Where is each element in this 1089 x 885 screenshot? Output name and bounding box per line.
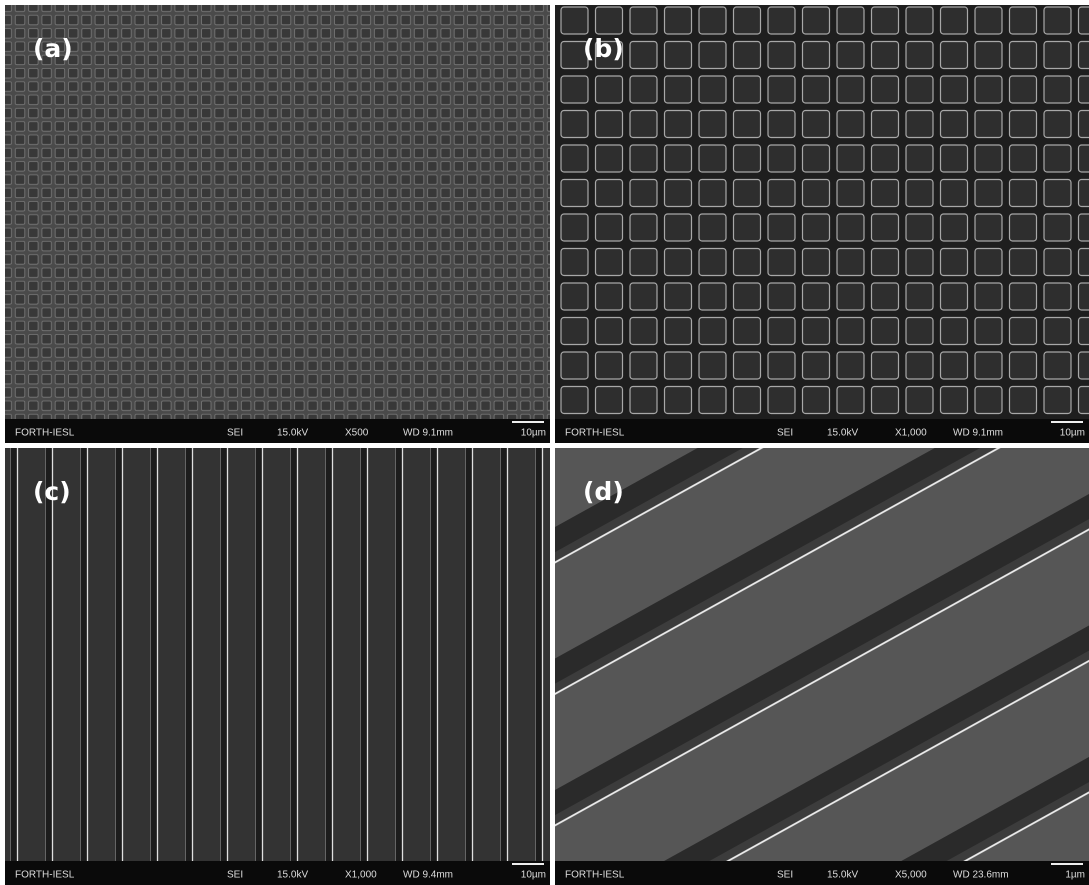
info-mode: SEI [777, 870, 793, 881]
info-lab: FORTH-IESL [15, 870, 75, 881]
sem-image [5, 448, 550, 861]
info-magnification: X1,000 [895, 428, 927, 439]
info-working-distance: WD 9.4mm [403, 870, 453, 881]
info-mode: SEI [227, 428, 243, 439]
sem-panel: (a) FORTH-IESL SEI 15.0kV X500 WD 9.1mm 10µm [5, 5, 550, 443]
sem-image [555, 5, 1089, 419]
info-lab: FORTH-IESL [565, 870, 625, 881]
info-scale: 10µm [521, 428, 546, 439]
info-voltage: 15.0kV [277, 870, 308, 881]
sem-image [555, 448, 1089, 861]
page: (a)FORTH-IESLSEI15.0kVX500WD 9.1mm10µm(b… [0, 0, 1089, 885]
info-mode: SEI [227, 870, 243, 881]
info-magnification: X500 [345, 428, 369, 439]
info-scale: 1µm [1065, 870, 1085, 881]
info-working-distance: WD 23.6mm [953, 870, 1009, 881]
info-magnification: X1,000 [345, 870, 377, 881]
info-lab: FORTH-IESL [565, 428, 625, 439]
info-scale: 10µm [1060, 428, 1085, 439]
panel-label: (b) [583, 34, 624, 63]
info-mode: SEI [777, 428, 793, 439]
info-lab: FORTH-IESL [15, 428, 75, 439]
panel-label: (c) [33, 477, 71, 506]
panel-label: (d) [583, 477, 624, 506]
sem-panel: (c) FORTH-IESL SEI 15.0kV X1,000 WD 9.4mm 10µm [5, 448, 550, 885]
info-working-distance: WD 9.1mm [953, 428, 1003, 439]
info-voltage: 15.0kV [827, 870, 858, 881]
info-scale: 10µm [521, 870, 546, 881]
sem-panel: (b) FORTH-IESL SEI 15.0kV X1,000 WD 9.1mm 10µm [555, 5, 1089, 443]
info-voltage: 15.0kV [277, 428, 308, 439]
info-magnification: X5,000 [895, 870, 927, 881]
info-working-distance: WD 9.1mm [403, 428, 453, 439]
info-voltage: 15.0kV [827, 428, 858, 439]
info-bar [555, 861, 1089, 885]
info-bar [555, 419, 1089, 443]
panel-label: (a) [33, 34, 73, 63]
sem-image [5, 5, 550, 419]
figure: (a)FORTH-IESLSEI15.0kVX500WD 9.1mm10µm(b… [0, 0, 1089, 885]
sem-panel: (d) FORTH-IESL SEI 15.0kV X5,000 WD 23.6mm 1µm [555, 448, 1089, 885]
